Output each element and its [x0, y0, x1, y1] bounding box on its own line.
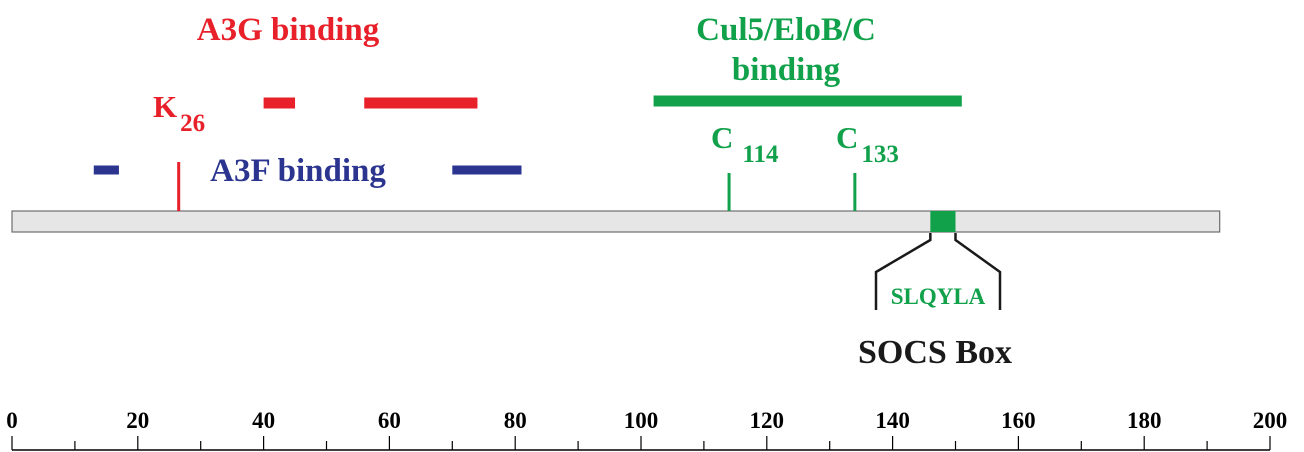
axis-tick-label-160: 160 [1001, 408, 1036, 433]
axis-tick-label-100: 100 [624, 408, 659, 433]
residue-c133-label: C 133 [836, 120, 899, 168]
axis-tick-label-80: 80 [504, 408, 527, 433]
residue-c133-letter: C [836, 120, 858, 155]
a3f-binding-label: A3F binding [210, 153, 386, 189]
socs-box-bracket [874, 233, 1002, 310]
a3f-binding-segment-1 [93, 165, 119, 175]
socs-motif-label: SLQYLA [891, 284, 986, 309]
socs-box-segment [930, 211, 956, 232]
axis-tick-label-120: 120 [750, 408, 785, 433]
axis-tick-label-200: 200 [1253, 408, 1288, 433]
axis-tick-label-60: 60 [378, 408, 401, 433]
residue-c133-number: 133 [861, 141, 899, 168]
a3g-binding-segment-2 [364, 97, 478, 109]
residue-k26-label: K 26 [153, 89, 205, 137]
cul5-binding-label-line2: binding [732, 52, 841, 88]
protein-bar [11, 210, 1221, 233]
a3g-binding-segment-1 [263, 97, 296, 109]
socs-bracket-right [954, 233, 1002, 310]
residue-k26-letter: K [153, 89, 177, 124]
axis-tick-label-20: 20 [126, 408, 149, 433]
cul5-binding-label-line1: Cul5/EloB/C [696, 12, 876, 48]
socs-bracket-left [874, 233, 932, 310]
a3g-binding-label: A3G binding [197, 12, 380, 48]
axis-tick-label-40: 40 [252, 408, 275, 433]
axis-tick-label-180: 180 [1127, 408, 1162, 433]
residue-c114-label: C 114 [711, 120, 779, 168]
residue-c114-number: 114 [742, 141, 779, 168]
residue-c114-letter: C [711, 120, 733, 155]
a3f-binding-segment-2 [452, 165, 522, 175]
axis-tick-label-0: 0 [6, 408, 18, 433]
socs-box-label: SOCS Box [858, 334, 1012, 371]
cul5-binding-segment-1 [653, 95, 962, 107]
axis-tick-label-140: 140 [875, 408, 910, 433]
residue-k26-number: 26 [180, 110, 205, 137]
